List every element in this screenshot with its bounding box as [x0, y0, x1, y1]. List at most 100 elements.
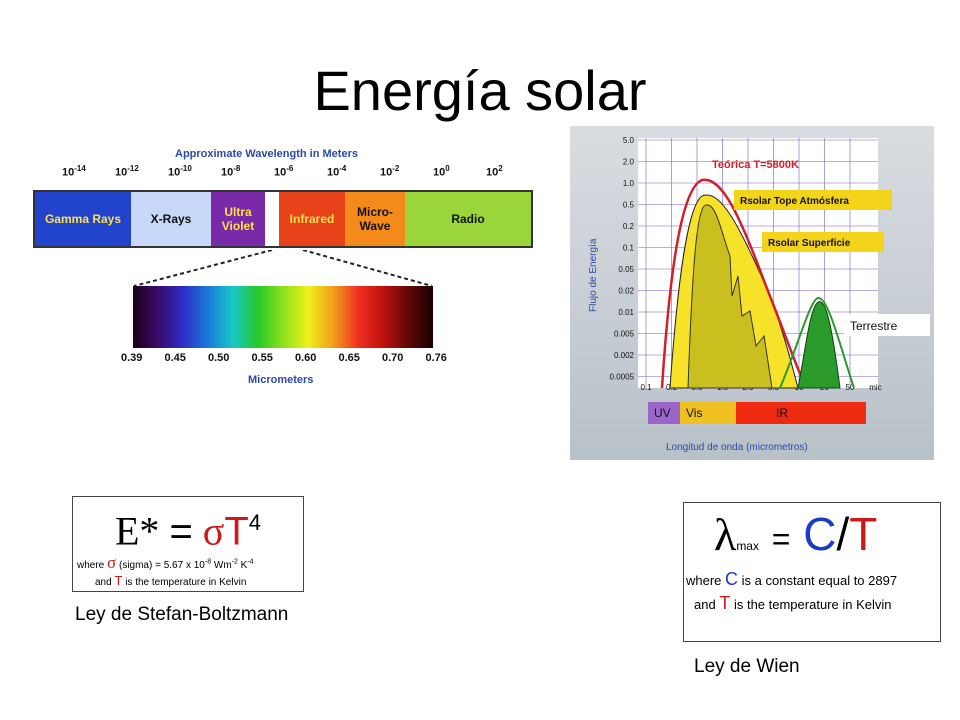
c-description: is a constant equal to 2897 — [741, 573, 898, 588]
wavelength-power: 102 — [486, 164, 503, 179]
stefan-boltzmann-formula: E* = σT4 where σ (sigma) = 5.67 x 10-8 W… — [72, 496, 304, 592]
y-axis-label: Flujo de Energía — [588, 238, 599, 312]
spectrum-band-bar: Gamma Rays X-Rays Ultra Violet Infrared Micr… — [33, 190, 533, 248]
solar-surface-area — [687, 204, 773, 389]
units-k: K — [240, 560, 248, 571]
y-tick-label: 0.1 — [623, 244, 635, 253]
sigma-description: (sigma) = 5.67 x 10 — [118, 560, 205, 571]
y-tick-label: 0.05 — [618, 265, 634, 274]
surface-label: Rsolar Superficie — [768, 238, 851, 249]
wavelength-power: 10-4 — [327, 164, 347, 179]
spectrum-band: Radio — [405, 192, 531, 246]
wavelength-power: 100 — [433, 164, 450, 179]
top-label-box — [734, 190, 892, 210]
spectrum-band: Ultra Violet — [211, 192, 265, 246]
x-axis-label: Longitud de onda (micrometros) — [666, 442, 808, 453]
t-description: is the temperature in Kelvin — [733, 597, 892, 612]
c-symbol: C — [803, 508, 837, 560]
surface-label-box — [762, 232, 884, 252]
energy-flux-chart: Flujo de Energía 5.0 2.0 1.0 0.5 0.2 0.1 0.05 0… — [570, 126, 934, 460]
wavelength-band-label: Vis — [686, 406, 702, 420]
y-tick-label: 0.5 — [623, 201, 635, 210]
c-small: C — [725, 569, 739, 589]
wavelength-power: 10-6 — [274, 164, 294, 179]
micrometer-tick: 0.50 — [208, 352, 230, 364]
chart-svg: Flujo de Energía 5.0 2.0 1.0 0.5 0.2 0.1 0.05 0… — [588, 136, 930, 453]
wavelength-band — [648, 402, 680, 424]
spectrum-band: Gamma Rays — [35, 192, 131, 246]
micrometers-label: Micrometers — [248, 374, 314, 386]
energy-symbol: E* — [115, 508, 160, 554]
where-text: where — [77, 560, 105, 571]
exponent-4: 4 — [248, 510, 262, 535]
units-exp2: -4 — [247, 558, 254, 566]
wien-formula: λmax = C/T where C is a constant equal t… — [683, 502, 941, 642]
temperature-symbol: T — [224, 509, 249, 554]
y-tick-label: 0.002 — [614, 351, 635, 360]
x-tick-label: 0.1 — [640, 383, 652, 392]
y-tick-label: 1.0 — [623, 179, 635, 188]
page-title: Energía solar — [313, 59, 647, 122]
top-atmosphere-label: Rsolar Tope Atmósfera — [740, 196, 849, 207]
micrometer-tick: 0.70 — [382, 352, 404, 364]
and-text: and — [95, 577, 112, 588]
theory-label: Teórica T=5800K — [712, 159, 799, 171]
sigma-small: σ — [107, 553, 117, 572]
y-tick-label: 0.2 — [623, 222, 635, 231]
spectrum-band — [265, 192, 279, 246]
terrestre-area — [797, 301, 841, 389]
zoom-lines — [133, 250, 433, 287]
t-description: is the temperature in Kelvin — [125, 577, 247, 588]
micrometer-tick: 0.39 — [121, 352, 143, 364]
and-text: and — [694, 597, 716, 612]
visible-spectrum-gradient — [133, 286, 433, 348]
sigma-exp: -8 — [204, 558, 212, 566]
slash: / — [836, 508, 850, 560]
wavelength-band-label: UV — [654, 406, 671, 420]
terrestre-label-box — [844, 314, 930, 336]
spectrum-band: X-Rays — [131, 192, 211, 246]
wavelength-power: 10-10 — [168, 164, 192, 179]
micrometer-tick: 0.45 — [164, 352, 186, 364]
x-tick-label: mic — [869, 383, 881, 392]
where-text: where — [686, 573, 722, 588]
equals-sign: = — [771, 521, 791, 557]
micrometer-tick: 0.65 — [338, 352, 360, 364]
theory-curve — [660, 178, 808, 389]
spectrum-band: Infrared — [279, 192, 345, 246]
wavelength-power: 10-2 — [380, 164, 400, 179]
wavelength-power: 10-12 — [115, 164, 139, 179]
y-tick-label: 0.005 — [614, 330, 635, 339]
terrestre-theory-curve — [779, 297, 855, 389]
terrestre-label: Terrestre — [850, 319, 898, 333]
y-tick-label: 0.02 — [618, 287, 634, 296]
spectrum-header: Approximate Wavelength in Meters — [175, 148, 358, 160]
wavelength-band — [680, 402, 736, 424]
lambda-symbol: λ — [714, 509, 737, 560]
y-tick-label: 0.0005 — [610, 373, 635, 382]
wavelength-band-label: IR — [776, 406, 788, 420]
wien-caption: Ley de Wien — [694, 656, 800, 677]
sigma-units: Wm — [213, 560, 232, 571]
max-subscript: max — [736, 539, 759, 553]
y-tick-labels: 5.0 2.0 1.0 0.5 0.2 0.1 0.05 0.02 0.01 0.005 0.002… — [610, 136, 635, 382]
wavelength-power: 10-14 — [62, 164, 86, 179]
micrometer-tick: 0.55 — [251, 352, 273, 364]
y-tick-label: 2.0 — [623, 158, 635, 167]
t-symbol: T — [849, 508, 878, 560]
y-tick-label: 0.01 — [618, 308, 634, 317]
y-tick-label: 5.0 — [623, 136, 635, 145]
micrometer-tick: 0.60 — [295, 352, 317, 364]
t-small: T — [719, 593, 731, 613]
micrometer-tick: 0.76 — [425, 352, 447, 364]
sigma-symbol: σ — [202, 508, 225, 554]
units-exp1: -2 — [231, 558, 238, 566]
equals-sign: = — [169, 509, 193, 554]
stefan-boltzmann-caption: Ley de Stefan-Boltzmann — [75, 604, 289, 625]
wavelength-bands: UV Vis IR — [648, 402, 866, 424]
wavelength-power: 10-8 — [221, 164, 241, 179]
wavelength-band — [736, 402, 866, 424]
x-tick-label: 50 — [846, 383, 855, 392]
t-small: T — [114, 573, 123, 588]
spectrum-band: Micro-Wave — [345, 192, 405, 246]
